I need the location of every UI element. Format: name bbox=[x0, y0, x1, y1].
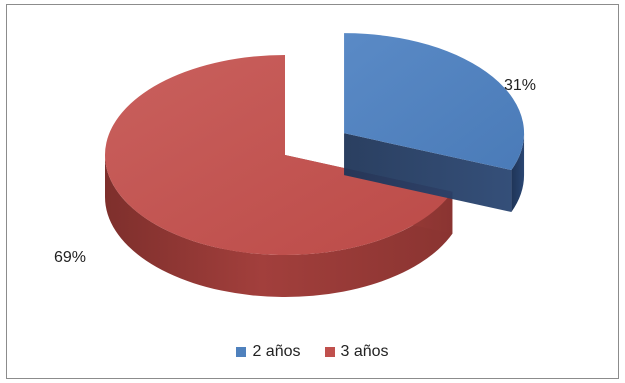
pie-side-3-años bbox=[104, 155, 453, 298]
legend-swatch-2-anos bbox=[236, 347, 247, 357]
legend-label-2-anos: 2 años bbox=[252, 343, 301, 360]
legend-label-3-anos: 3 años bbox=[340, 343, 389, 360]
pie-side-2-años bbox=[511, 133, 525, 212]
pie-wall-2-años-1 bbox=[344, 133, 512, 212]
pie-slice-2-años bbox=[344, 33, 525, 170]
slice-label-3-anos: 69% bbox=[54, 249, 86, 266]
slice-label-2-anos: 31% bbox=[504, 77, 536, 94]
legend-swatch-3-anos bbox=[324, 347, 335, 357]
pie-slice-3-años bbox=[105, 55, 453, 256]
legend-item-3-anos: 3 años bbox=[324, 343, 389, 361]
legend: 2 años 3 años bbox=[0, 343, 625, 361]
legend-item-2-anos: 2 años bbox=[236, 343, 301, 361]
